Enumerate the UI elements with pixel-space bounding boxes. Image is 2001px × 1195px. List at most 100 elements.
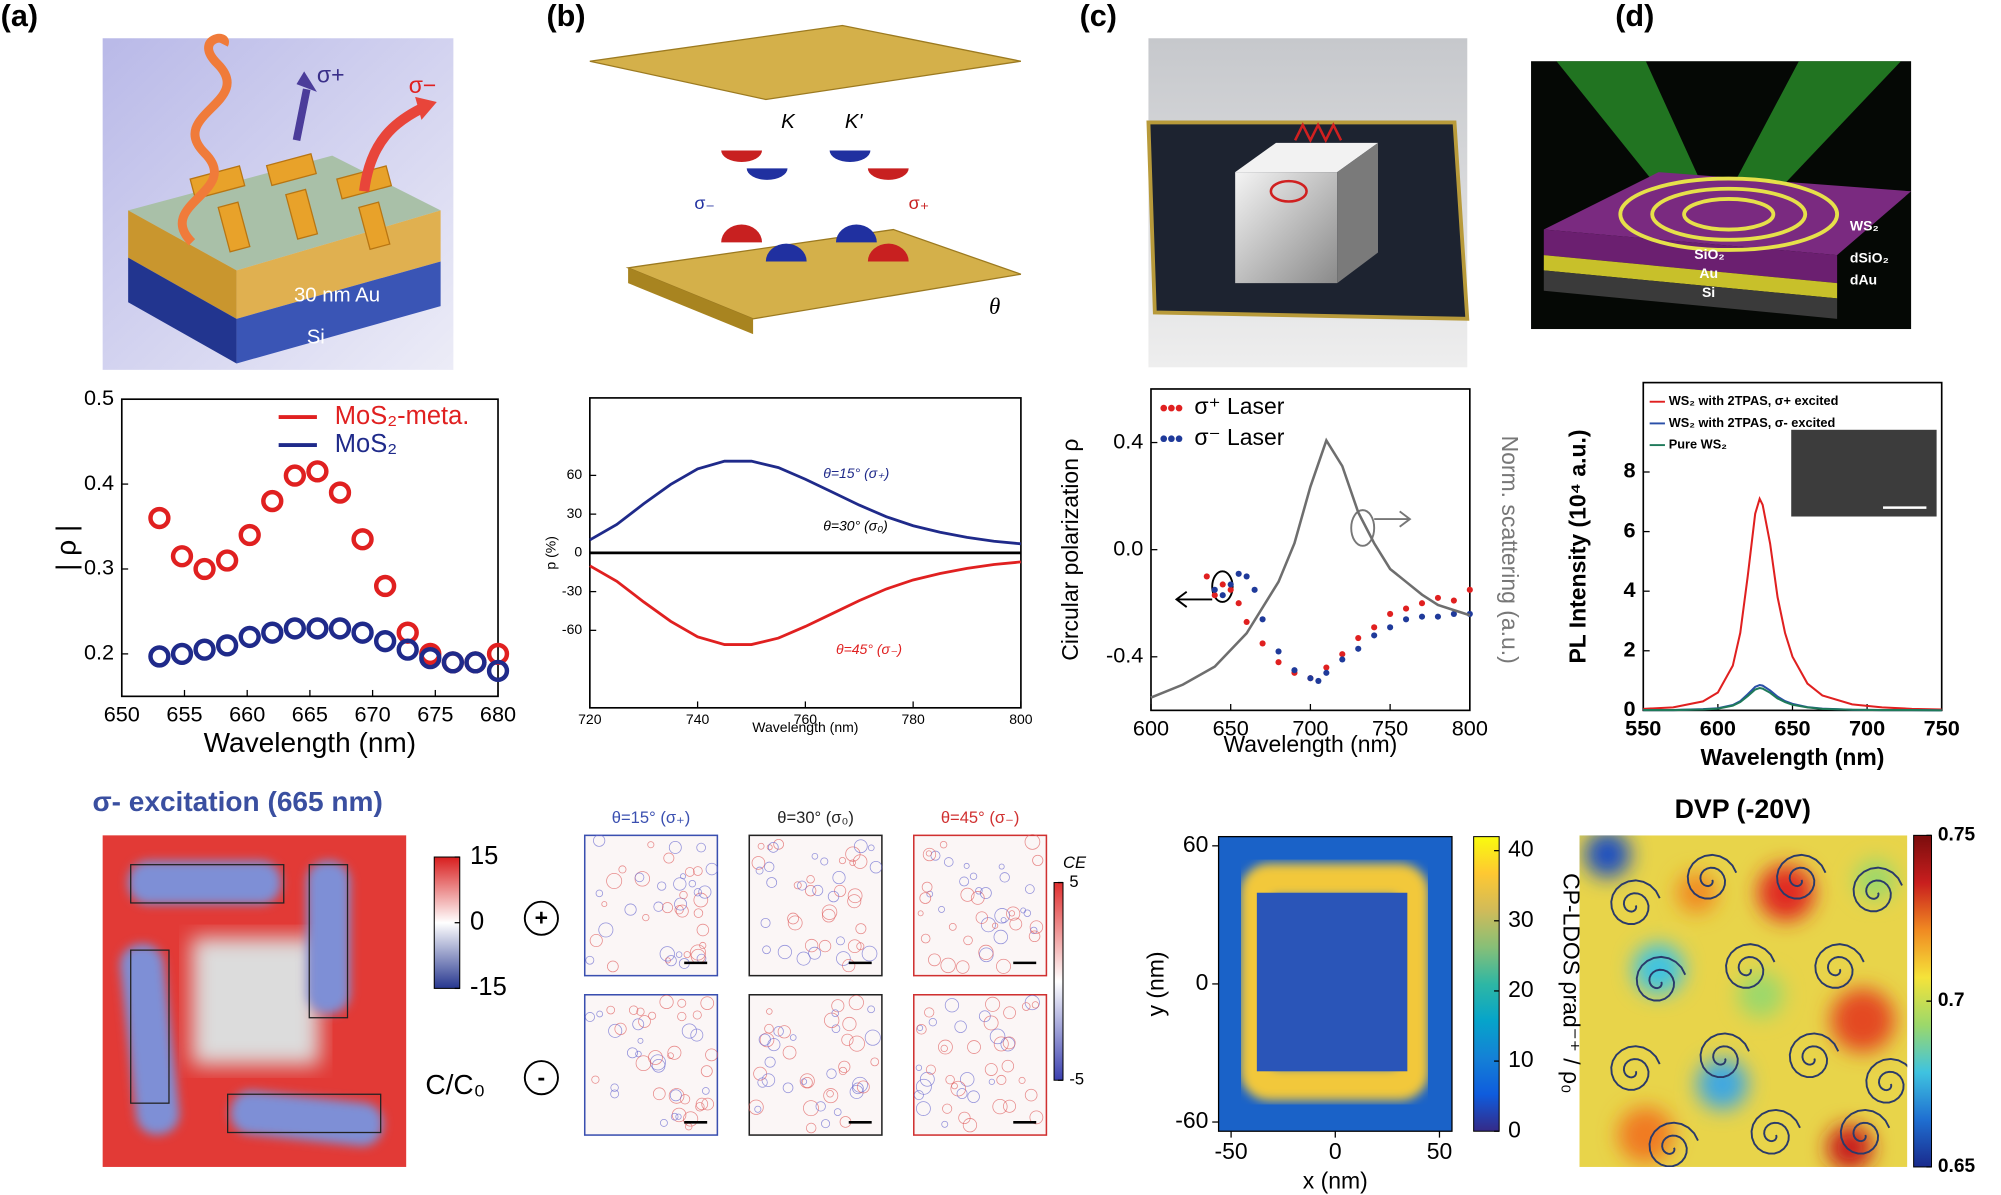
pattern (948, 922, 957, 931)
data-point (283, 464, 307, 487)
legend-label: MoS₂-meta. (335, 402, 470, 430)
pattern (668, 841, 682, 854)
illustration-label: σ+ (317, 62, 345, 88)
pattern (852, 854, 868, 869)
pattern (657, 881, 667, 891)
colorbar-tick-label: 0 (1508, 1116, 1521, 1142)
x-tick-label: 50 (1427, 1138, 1453, 1164)
y-axis-label: PL Intensity (10⁴ a.u.) (1565, 429, 1591, 663)
pattern (1001, 1059, 1015, 1073)
pattern (787, 915, 803, 931)
spiral (1839, 1108, 1891, 1155)
y-tick-label: -60 (1175, 1107, 1208, 1133)
y-tick-label: 0.5 (84, 385, 114, 410)
legend-label: θ=30° (σ₀) (823, 517, 888, 533)
pattern (831, 1024, 841, 1034)
data-point (148, 645, 171, 668)
pattern (800, 1078, 808, 1085)
data-point (1307, 675, 1314, 682)
data-point (1275, 648, 1282, 655)
pattern (782, 1045, 797, 1060)
illustration-label: K' (845, 111, 864, 133)
pattern (591, 1075, 600, 1084)
data-point (441, 651, 465, 674)
pattern (924, 1007, 935, 1018)
spirals (1610, 853, 1908, 1167)
pattern (796, 951, 811, 966)
pattern (992, 922, 999, 929)
pattern (762, 945, 771, 955)
pattern (836, 951, 851, 966)
x-tick-label: 680 (480, 702, 516, 727)
pattern (942, 1103, 953, 1114)
y-tick-label: 0.4 (1113, 428, 1143, 453)
pattern (954, 1020, 967, 1033)
heatmap: 0 10 20 30 40 CP-LDOS ρrad⁻⁺ / ρ₀ -50 0 50 -60 0 60… (1142, 831, 1584, 1193)
map-tile (913, 994, 1048, 1136)
panel-label: (d) (1615, 0, 1654, 33)
pattern (1030, 926, 1038, 935)
chart: 600 650 700 750 800 -0.4 0.0 0.4 Wavelength (nm)… (1057, 388, 1523, 757)
illustration-d: SiO₂ Au Si WS₂ dSiO₂ dAu (1531, 61, 1912, 330)
data-point (419, 646, 442, 670)
pattern (1029, 920, 1044, 934)
pattern (626, 1047, 638, 1059)
data-point (1402, 605, 1410, 612)
pattern (1003, 1006, 1016, 1020)
pattern (663, 852, 675, 864)
pattern (833, 1108, 842, 1116)
pattern (1002, 1036, 1016, 1050)
spiral (1686, 853, 1738, 900)
cube-side (1337, 142, 1379, 284)
y-tick-label: -0.4 (1106, 643, 1143, 668)
pattern (688, 879, 697, 888)
panel-label: (a) (1, 0, 38, 33)
pattern (668, 1088, 685, 1104)
pattern (805, 1122, 817, 1134)
pattern (698, 885, 712, 899)
x-tick-label: 750 (1924, 716, 1960, 741)
illustration-label: K (781, 111, 796, 133)
colorbar-label: C/C₀ (425, 1069, 485, 1100)
pattern (773, 838, 784, 850)
data-point (1418, 613, 1426, 620)
pattern (595, 889, 604, 898)
pattern (983, 1015, 999, 1031)
pattern (845, 846, 861, 862)
map-tile (913, 834, 1048, 977)
pattern (941, 1120, 949, 1128)
pattern (960, 887, 975, 902)
pattern (748, 1099, 764, 1115)
pattern (677, 1011, 687, 1022)
pattern (963, 935, 973, 946)
pattern (637, 1037, 644, 1044)
map-d-image (1579, 835, 1908, 1167)
x-tick-label: 0 (1329, 1138, 1342, 1164)
si-layer (236, 261, 441, 364)
pattern (755, 866, 764, 875)
data-point (1387, 610, 1394, 618)
y-tick-label: -60 (562, 621, 582, 637)
panel-title: θ=45° (σ₋) (941, 808, 1020, 827)
colorbar-tick-label: 15 (470, 842, 498, 870)
pattern (958, 1111, 971, 1125)
pattern (669, 1089, 682, 1102)
pattern (967, 1090, 980, 1103)
pattern (677, 998, 687, 1008)
colorbar-label: CP-LDOS ρrad⁻⁺ / ρ₀ (1558, 873, 1584, 1093)
data-point (1418, 600, 1426, 607)
spiral (1610, 1045, 1661, 1091)
pattern (988, 1078, 995, 1085)
pattern (696, 923, 710, 937)
pattern (831, 1009, 840, 1017)
pattern (856, 942, 865, 951)
illustration-label: dAu (1850, 271, 1877, 287)
x-tick-label: 750 (1372, 716, 1408, 741)
pattern (838, 1060, 851, 1073)
pattern (701, 1087, 710, 1095)
pattern (994, 908, 1010, 924)
data-point (1259, 616, 1266, 623)
pattern (766, 1008, 773, 1015)
pattern (679, 890, 688, 900)
